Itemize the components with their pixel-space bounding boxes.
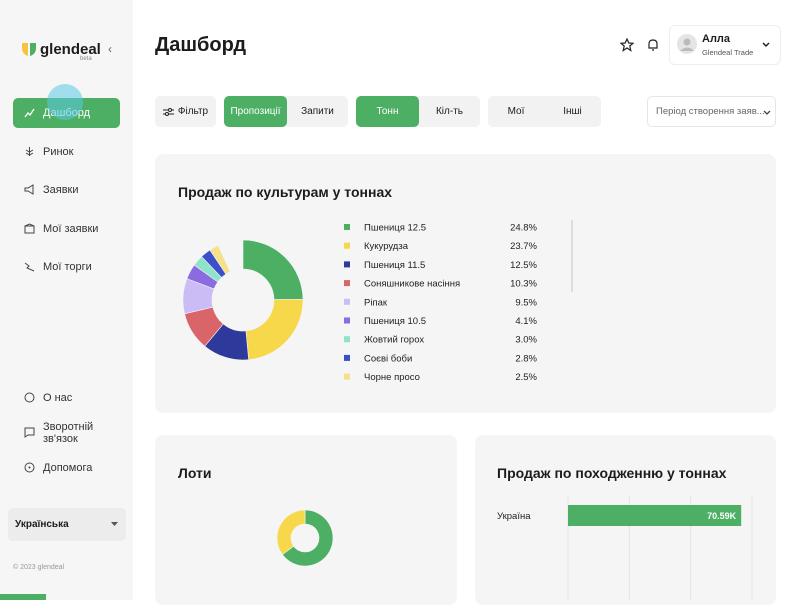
card-title: Продаж по походженню у тоннах [497, 465, 727, 481]
dropdown-icon [763, 110, 771, 115]
slice [209, 244, 231, 275]
progress-bar [0, 594, 46, 600]
logo-icon [22, 43, 36, 56]
icon [24, 262, 35, 272]
card-title: Продаж по культурам у тоннах [178, 184, 393, 200]
logo: glendeal [40, 41, 101, 58]
dropdown-icon [111, 522, 118, 526]
legend-swatch [344, 336, 350, 343]
nav-label: Мої заявки [43, 223, 99, 235]
nav-link[interactable]: Зворотній зв'язок [13, 418, 120, 448]
icon [25, 147, 34, 156]
icon [24, 108, 35, 118]
legend-label: Соняшникове насіння [364, 279, 460, 290]
favorites-button[interactable] [620, 38, 634, 52]
filter-icon [162, 107, 174, 116]
value-label: 2.5% [515, 372, 537, 383]
link-label: Допомога [43, 462, 93, 474]
legend-label: Пшениця 12.5 [364, 223, 426, 234]
toggle-option[interactable]: Мої [507, 106, 525, 117]
notifications-button[interactable] [646, 38, 660, 52]
value-label: 12.5% [510, 260, 537, 271]
language-label: Українська [15, 519, 69, 530]
legend-label: Соєві боби [364, 353, 412, 364]
legend-label: Кукурудза [364, 241, 409, 252]
slice [276, 509, 306, 555]
sidebar: glendeal beta ‹ Дашборд Ринок Заявки Мої… [0, 0, 133, 600]
nav-label: Мої торги [43, 261, 92, 273]
nav-item[interactable]: Заявки [13, 175, 120, 205]
bar [568, 505, 742, 526]
value-label: 2.8% [515, 353, 537, 364]
legend-label: Ріпак [364, 297, 388, 308]
toggle-option[interactable]: Запити [301, 106, 334, 117]
logo-badge: beta [80, 56, 92, 62]
dropdown-icon [762, 42, 770, 48]
toggle-option[interactable]: Тонн [356, 96, 419, 127]
slice [245, 298, 304, 361]
legend-label: Жовтий горох [364, 335, 424, 346]
page-title: Дашборд [155, 34, 247, 56]
legend-swatch [344, 280, 350, 287]
legend-swatch [344, 373, 350, 380]
value-label: 4.1% [515, 316, 537, 327]
legend-swatch [344, 261, 350, 268]
nav-link[interactable]: Допомога [13, 453, 120, 483]
legend-label: Пшениця 10.5 [364, 316, 426, 327]
period-label: Період створення заяв... [656, 106, 765, 117]
filter-label: Фільтр [177, 106, 209, 117]
value-label: 23.7% [510, 241, 537, 252]
legend-swatch [344, 298, 350, 305]
filter-button[interactable]: Фільтр [155, 96, 216, 127]
card-title: Лоти [178, 465, 212, 481]
click-indicator [47, 84, 83, 120]
link-label: Зворотній зв'язок [43, 421, 94, 445]
unit-toggle: Тонн Кіл-ть [356, 96, 480, 127]
value-label: 70.59K [707, 511, 737, 521]
request-type-toggle: Пропозиції Запити [224, 96, 348, 127]
owner-toggle: Мої Інші [488, 96, 601, 127]
collapse-button[interactable]: ‹ [108, 42, 112, 56]
category-label: Україна [497, 511, 531, 522]
nav-item[interactable]: Мої торги [13, 252, 120, 282]
nav-label: Ринок [43, 146, 74, 158]
value-label: 10.3% [510, 279, 537, 290]
slice [281, 509, 334, 567]
user-name: Алла [702, 33, 731, 45]
nav-label: Заявки [43, 184, 79, 196]
icon [24, 427, 35, 438]
legend-swatch [344, 354, 350, 361]
slice [242, 239, 304, 300]
legend-label: Пшениця 11.5 [364, 260, 425, 271]
toggle-option[interactable]: Кіл-ть [435, 106, 463, 117]
legend-swatch [344, 317, 350, 324]
legend-swatch [344, 224, 350, 230]
avatar [677, 34, 697, 54]
legend-swatch [344, 242, 350, 249]
language-select[interactable]: Українська [8, 508, 126, 541]
nav-item[interactable]: Ринок [13, 137, 120, 167]
copyright: © 2023 glendeal [13, 564, 65, 571]
legend-label: Чорне просо [364, 372, 420, 383]
nav-item[interactable]: Мої заявки [13, 214, 120, 244]
icon [24, 462, 35, 473]
period-select[interactable]: Період створення заяв... [647, 96, 776, 127]
toggle-option[interactable]: Пропозиції [224, 96, 287, 127]
icon [24, 392, 35, 403]
icon [24, 223, 35, 234]
value-label: 24.8% [510, 223, 537, 234]
value-label: 9.5% [515, 297, 537, 308]
crops-card: Продаж по культурам у тоннах [155, 154, 776, 413]
user-menu[interactable]: Алла Glendeal Trade [669, 25, 781, 65]
nav-link[interactable]: О нас [13, 383, 120, 413]
toggle-option[interactable]: Інші [563, 106, 582, 117]
icon [24, 184, 34, 195]
link-label: О нас [43, 392, 73, 404]
scrollbar [571, 220, 573, 292]
value-label: 3.0% [515, 335, 537, 346]
user-company: Glendeal Trade [702, 48, 754, 57]
